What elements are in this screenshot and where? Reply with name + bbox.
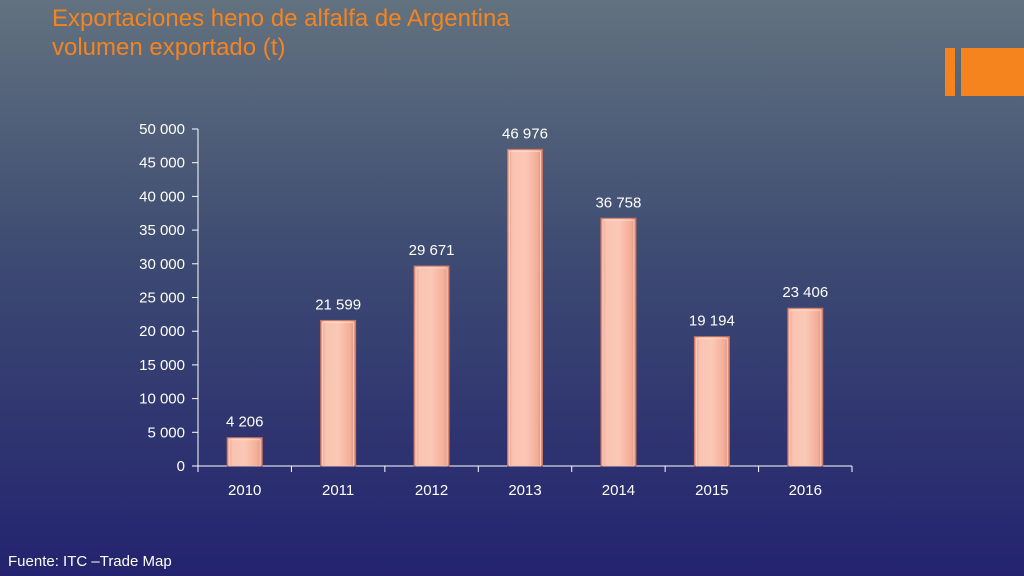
bar-2016	[787, 307, 824, 467]
bar-2015	[693, 336, 730, 467]
x-tick-label-2016: 2016	[789, 482, 822, 499]
accent-bar-narrow	[945, 48, 955, 96]
y-tick-label: 50 000	[139, 121, 185, 138]
data-label-2011: 21 599	[315, 296, 361, 313]
bar-highlight	[695, 338, 728, 467]
bar-highlight	[228, 439, 261, 467]
y-tick-label: 0	[177, 458, 185, 475]
bar-2010	[226, 437, 263, 467]
y-tick-label: 45 000	[139, 155, 185, 172]
bar-2013	[507, 148, 543, 467]
source-note: Fuente: ITC –Trade Map	[8, 553, 172, 570]
bar-highlight	[322, 321, 355, 467]
y-tick-label: 35 000	[139, 222, 185, 239]
y-tick-label: 10 000	[139, 391, 185, 408]
data-label-2010: 4 206	[226, 414, 264, 431]
bar-highlight	[415, 267, 448, 467]
bar-2012	[413, 265, 450, 467]
bar-2011	[320, 319, 357, 467]
slide-title: Exportaciones heno de alfalfa de Argenti…	[52, 4, 692, 62]
y-tick-label: 40 000	[139, 188, 185, 205]
x-tick-label-2013: 2013	[508, 482, 541, 499]
bar-highlight	[789, 309, 822, 467]
bar-2014	[600, 217, 637, 467]
title-line-2: volumen exportado (t)	[52, 34, 286, 61]
chart-labels: 2010 4 206 2011 21 599 2012 29 671 2013 46 976 2…	[226, 125, 828, 499]
chart-bars	[226, 148, 824, 467]
accent-bar-wide	[961, 48, 1024, 96]
x-tick-label-2010: 2010	[228, 482, 261, 499]
data-label-2015: 19 194	[689, 313, 735, 330]
x-tick-label-2014: 2014	[602, 482, 635, 499]
y-tick-label: 25 000	[139, 290, 185, 307]
bar-highlight	[509, 150, 541, 467]
data-label-2014: 36 758	[595, 194, 641, 211]
x-tick-label-2011: 2011	[322, 482, 354, 499]
y-tick-label: 5 000	[147, 424, 185, 441]
data-label-2016: 23 406	[782, 284, 828, 301]
chart-axes: 0 5 000 10 000 15 000 20 000 25 000 30 000 35 0…	[139, 121, 853, 475]
x-tick-label-2012: 2012	[415, 482, 448, 499]
y-tick-label: 30 000	[139, 256, 185, 273]
y-tick-label: 20 000	[139, 323, 185, 340]
title-line-1: Exportaciones heno de alfalfa de Argenti…	[52, 5, 510, 32]
x-tick-label-2015: 2015	[695, 482, 728, 499]
bar-highlight	[602, 219, 635, 467]
y-tick-label: 15 000	[139, 357, 185, 374]
data-label-2012: 29 671	[409, 242, 455, 259]
data-label-2013: 46 976	[502, 125, 548, 142]
